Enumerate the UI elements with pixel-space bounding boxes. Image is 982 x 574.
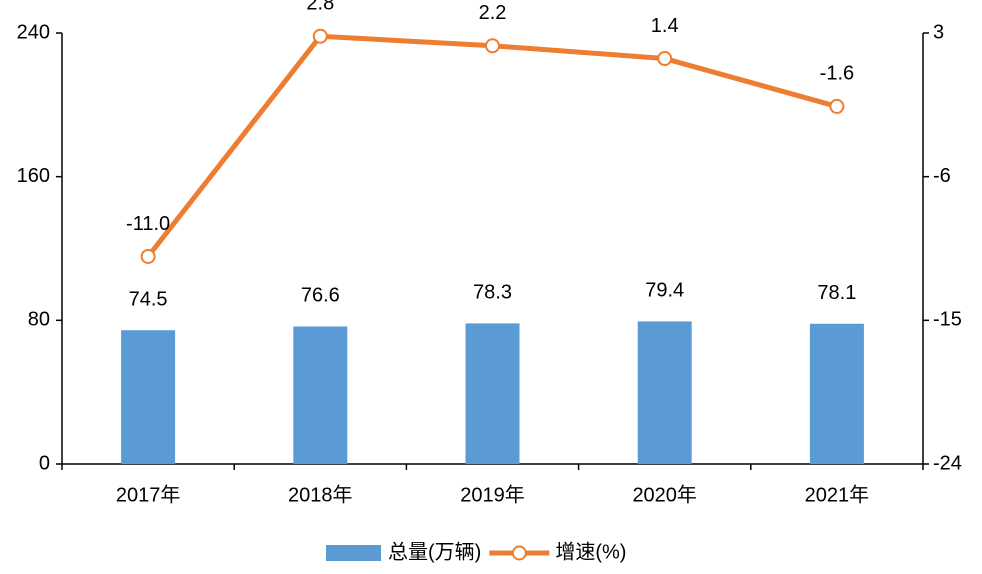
bar-value-label: 78.3 [473,282,512,304]
y2-tick-label: 3 [933,21,944,43]
line-value-label: 1.4 [651,15,679,37]
line-value-label: -1.6 [820,63,854,85]
line-value-label: -11.0 [126,213,170,235]
x-tick-label: 2017年 [116,483,181,506]
line-value-label: 2.2 [479,2,507,24]
y-tick-label: 80 [28,309,50,331]
y-tick-label: 240 [17,21,50,43]
legend-marker [511,545,527,561]
y2-tick-label: -15 [933,309,962,331]
bar-value-label: 76.6 [301,285,340,307]
bar [465,323,520,464]
legend-swatch [326,545,381,561]
x-tick-label: 2020年 [632,483,697,506]
legend-label: 增速(%) [555,540,626,563]
line-point [485,38,500,54]
legend-label: 总量(万辆) [388,540,481,563]
bar [809,323,864,464]
y-tick-label: 0 [39,452,50,474]
x-tick-label: 2019年 [460,483,525,506]
y2-tick-label: -6 [933,165,951,187]
y-tick-label: 160 [17,165,50,187]
line-point [829,98,845,114]
bar [121,330,176,464]
bar-value-label: 79.4 [645,280,684,302]
x-tick-label: 2021年 [805,483,870,506]
bar-value-label: 78.1 [817,282,856,304]
line-point [140,248,156,264]
bar-value-label: 74.5 [129,288,168,310]
line-point [312,28,328,44]
bar [293,326,348,464]
line [146,33,838,259]
y2-tick-label: -24 [933,452,962,474]
bar [637,321,692,464]
line-point [657,51,673,67]
line-value-label: 2.8 [306,0,334,14]
x-tick-label: 2018年 [288,483,353,506]
